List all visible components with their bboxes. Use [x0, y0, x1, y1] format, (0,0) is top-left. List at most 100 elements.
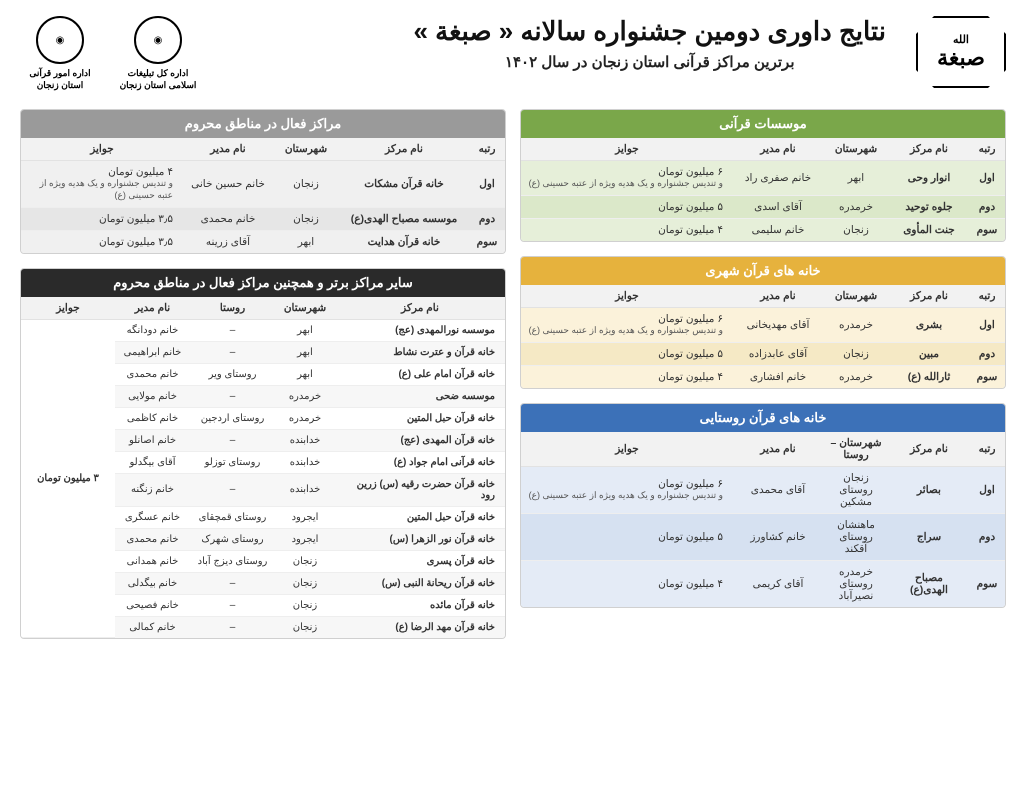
cell-village: – — [190, 473, 275, 506]
cell-city: خدابنده — [275, 429, 335, 451]
cell-city: خرمدره — [823, 365, 889, 388]
table-row: اولانوار وحیابهرخانم صفری راد۶ میلیون تو… — [521, 161, 1005, 196]
cell-center: بصائر — [889, 466, 969, 513]
th: نام مدیر — [115, 297, 190, 320]
header-titles: نتایج داوری دومین جشنواره سالانه « صبغة … — [413, 16, 886, 71]
cell-rank: دوم — [469, 207, 505, 230]
cell-rank: سوم — [469, 230, 505, 253]
th: جوایز — [521, 285, 733, 308]
cell-center: خانه قرآن مشکات — [339, 161, 469, 207]
cell-rank: سوم — [969, 560, 1005, 607]
th: جوایز — [521, 138, 733, 161]
table-urban: رتبه نام مرکز شهرستان نام مدیر جوایز اول… — [521, 285, 1005, 388]
cell-prize: ۳٫۵ میلیون تومان — [21, 207, 183, 230]
cell-mgr: خانم محمدی — [115, 363, 190, 385]
cell-mgr: خانم کاظمی — [115, 407, 190, 429]
cell-prize: ۴ میلیون تومان — [521, 365, 733, 388]
cell-city: ایجرود — [275, 506, 335, 528]
cell-village: روستای شهرک — [190, 528, 275, 550]
card-rural: خانه های قرآن روستایی رتبه نام مرکز شهرس… — [520, 403, 1006, 608]
cell-mgr: خانم کشاورز — [733, 513, 823, 560]
cell-mgr: خانم همدانی — [115, 550, 190, 572]
card-deprived: مراکز فعال در مناطق محروم رتبه نام مرکز … — [20, 109, 506, 253]
cell-rank: سوم — [969, 365, 1005, 388]
cell-city: خرمدره — [275, 385, 335, 407]
cell-city: زنجان — [275, 550, 335, 572]
table-row: سومثارالله (ع)خرمدرهخانم افشاری۴ میلیون … — [521, 365, 1005, 388]
cell-mgr: آقای محمدی — [733, 466, 823, 513]
cell-prize: ۶ میلیون تومانو تندیس جشنواره و یک هدیه … — [521, 161, 733, 196]
cell-city: زنجانروستای مشکین — [823, 466, 889, 513]
cell-rank: دوم — [969, 196, 1005, 219]
table-row: دوممبینزنجانآقای عابدزاده۵ میلیون تومان — [521, 342, 1005, 365]
cell-rank: سوم — [969, 219, 1005, 242]
cell-mgr: خانم محمدی — [183, 207, 273, 230]
cell-city: ایجرود — [275, 528, 335, 550]
cell-prize: ۴ میلیون تومان — [521, 219, 733, 242]
cell-rank: اول — [469, 161, 505, 207]
cell-mgr: خانم فصیحی — [115, 594, 190, 616]
cell-mgr: آقای بیگدلو — [115, 451, 190, 473]
table-row: دومسراجماهنشانروستای آقکندخانم کشاورز۵ م… — [521, 513, 1005, 560]
cell-city: ابهر — [273, 230, 339, 253]
cell-center: خانه قرآن حبل المتین — [335, 506, 505, 528]
cell-city: خدابنده — [275, 473, 335, 506]
cell-village: – — [190, 385, 275, 407]
cell-center: جلوه توحید — [889, 196, 969, 219]
th: جوایز — [21, 297, 115, 320]
table-institutes: رتبه نام مرکز شهرستان نام مدیر جوایز اول… — [521, 138, 1005, 241]
cell-rank: اول — [969, 308, 1005, 343]
cell-city: زنجان — [275, 616, 335, 638]
th: نام مدیر — [183, 138, 273, 161]
th: جوایز — [21, 138, 183, 161]
cell-prize: ۵ میلیون تومان — [521, 196, 733, 219]
left-column: مراکز فعال در مناطق محروم رتبه نام مرکز … — [20, 109, 506, 639]
th: نام مرکز — [339, 138, 469, 161]
logo-text: صبغة — [937, 46, 985, 70]
cell-mgr: آقای اسدی — [733, 196, 823, 219]
cell-center: جنت المأوی — [889, 219, 969, 242]
cell-village: روستای اردجین — [190, 407, 275, 429]
header-right: الله صبغة نتایج داوری دومین جشنواره سالا… — [401, 16, 1006, 88]
cell-mgr: خانم زنگنه — [115, 473, 190, 506]
org-1-logo: ◉ — [134, 16, 182, 64]
cell-prize: ۴ میلیون تومان — [521, 560, 733, 607]
cell-center: موسسه مصباح الهدی(ع) — [339, 207, 469, 230]
cell-prize: ۵ میلیون تومان — [521, 342, 733, 365]
th: نام مرکز — [889, 285, 969, 308]
th: نام مرکز — [889, 138, 969, 161]
org-2: ◉ اداره امور قرآنی استان زنجان — [20, 16, 100, 91]
card-institutes: موسسات قرآنی رتبه نام مرکز شهرستان نام م… — [520, 109, 1006, 242]
card-urban-title: خانه های قرآن شهری — [521, 257, 1005, 285]
cell-mgr: خانم حسین خانی — [183, 161, 273, 207]
cell-center: مصباح الهدی(ع) — [889, 560, 969, 607]
cell-city: زنجان — [823, 342, 889, 365]
cell-mgr: آقای عابدزاده — [733, 342, 823, 365]
table-row: اولبصائرزنجانروستای مشکینآقای محمدی۶ میل… — [521, 466, 1005, 513]
cell-mgr: خانم سلیمی — [733, 219, 823, 242]
cell-center: خانه قرآن مهد الرضا (ع) — [335, 616, 505, 638]
cell-mgr: خانم اصانلو — [115, 429, 190, 451]
cell-city: زنجان — [275, 594, 335, 616]
cell-mgr: خانم صفری راد — [733, 161, 823, 196]
th: شهرستان — [823, 138, 889, 161]
cell-center: ثارالله (ع) — [889, 365, 969, 388]
card-institutes-title: موسسات قرآنی — [521, 110, 1005, 138]
cell-mgr: خانم دودانگه — [115, 319, 190, 341]
th: رتبه — [969, 138, 1005, 161]
cell-prize: ۴ میلیون تومانو تندیس جشنواره و یک هدیه … — [21, 161, 183, 207]
right-column: موسسات قرآنی رتبه نام مرکز شهرستان نام م… — [520, 109, 1006, 639]
main-logo: الله صبغة — [916, 16, 1006, 88]
cell-city: ماهنشانروستای آقکند — [823, 513, 889, 560]
card-others: سایر مراکز برتر و همچنین مراکز فعال در م… — [20, 268, 506, 640]
cell-mgr: خانم افشاری — [733, 365, 823, 388]
card-rural-title: خانه های قرآن روستایی — [521, 404, 1005, 432]
cell-city: خرمدره — [823, 308, 889, 343]
th: جوایز — [521, 432, 733, 467]
table-row: اولخانه قرآن مشکاتزنجانخانم حسین خانی۴ م… — [21, 161, 505, 207]
cell-village: روستای ویر — [190, 363, 275, 385]
cell-city: ابهر — [275, 363, 335, 385]
cell-center: انوار وحی — [889, 161, 969, 196]
cell-rank: دوم — [969, 342, 1005, 365]
table-row: سومخانه قرآن هدایتابهرآقای زرینه۳٫۵ میلی… — [21, 230, 505, 253]
